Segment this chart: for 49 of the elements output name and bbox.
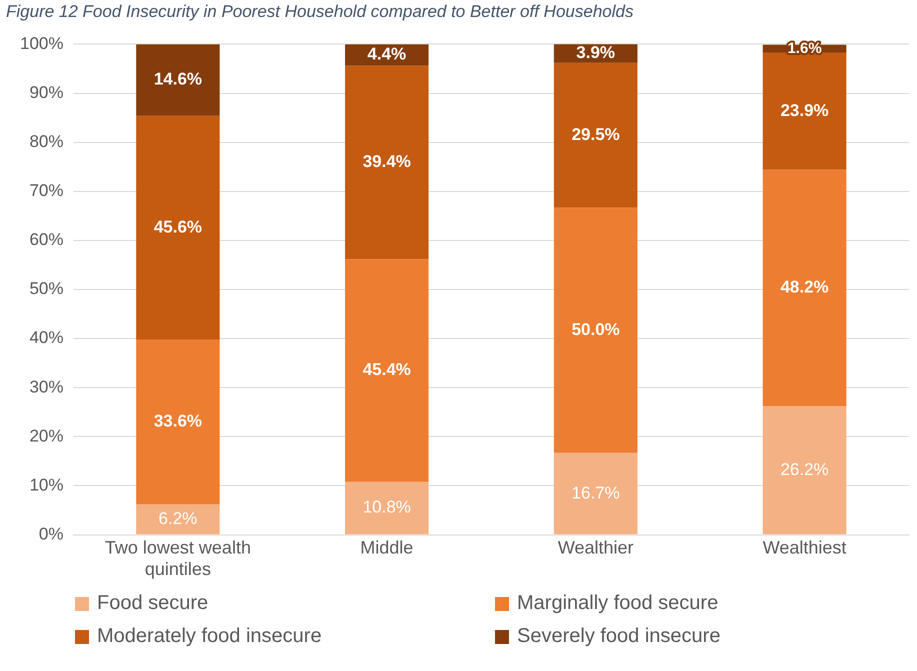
data-label: 14.6% bbox=[154, 70, 202, 89]
data-label: 23.9% bbox=[780, 100, 829, 120]
data-label: 10.8% bbox=[362, 498, 411, 517]
bar bbox=[136, 44, 220, 116]
legend-label: Marginally food secure bbox=[517, 592, 718, 615]
x-tick-label: Wealthier bbox=[558, 538, 634, 558]
bar bbox=[554, 62, 638, 208]
y-tick-label: 40% bbox=[29, 328, 64, 348]
bar bbox=[762, 170, 846, 406]
data-label: 33.6% bbox=[154, 412, 202, 431]
x-tick-label: Middle bbox=[360, 538, 414, 558]
data-label: 4.4% bbox=[367, 44, 406, 64]
data-label: 39.4% bbox=[362, 152, 411, 172]
legend-label: Severely food insecure bbox=[517, 625, 720, 648]
y-tick-label: 30% bbox=[29, 377, 64, 396]
y-tick-label: 90% bbox=[29, 82, 64, 102]
bar bbox=[136, 340, 220, 504]
y-tick-label: 20% bbox=[29, 426, 64, 446]
y-tick-label: 70% bbox=[29, 181, 64, 200]
y-tick-label: 0% bbox=[38, 524, 64, 544]
bar bbox=[345, 66, 429, 260]
data-label: 3.9% bbox=[576, 42, 616, 62]
bar bbox=[136, 116, 220, 340]
bar bbox=[345, 482, 429, 534]
bar bbox=[762, 52, 846, 170]
bar bbox=[345, 259, 429, 482]
y-tick-label: 10% bbox=[29, 475, 64, 494]
bar bbox=[554, 208, 638, 453]
bar bbox=[554, 452, 638, 534]
y-tick-label: 60% bbox=[29, 230, 64, 250]
y-tick-label: 50% bbox=[29, 279, 64, 298]
chart-title: Figure 12 Food Insecurity in Poorest Household compared to Better off Households bbox=[5, 1, 634, 23]
data-label: 45.6% bbox=[154, 217, 202, 236]
y-tick-label: 100% bbox=[20, 34, 64, 53]
legend-label: Moderately food insecure bbox=[97, 625, 322, 648]
bar bbox=[136, 504, 220, 534]
data-label: 1.6% bbox=[787, 40, 822, 57]
data-label: 26.2% bbox=[780, 460, 829, 479]
x-tick-label: Wealthiest bbox=[762, 538, 846, 558]
y-tick-label: 80% bbox=[29, 132, 64, 152]
data-label: 48.2% bbox=[780, 278, 829, 297]
data-label: 50.0% bbox=[572, 320, 620, 339]
x-tick-label: Two lowest wealth quintiles bbox=[104, 538, 251, 580]
data-label: 6.2% bbox=[158, 509, 198, 528]
data-label: 45.4% bbox=[362, 360, 411, 380]
data-label: 29.5% bbox=[572, 124, 620, 144]
data-label: 16.7% bbox=[572, 483, 620, 502]
bar bbox=[762, 406, 846, 534]
legend-label: Food secure bbox=[97, 592, 208, 615]
